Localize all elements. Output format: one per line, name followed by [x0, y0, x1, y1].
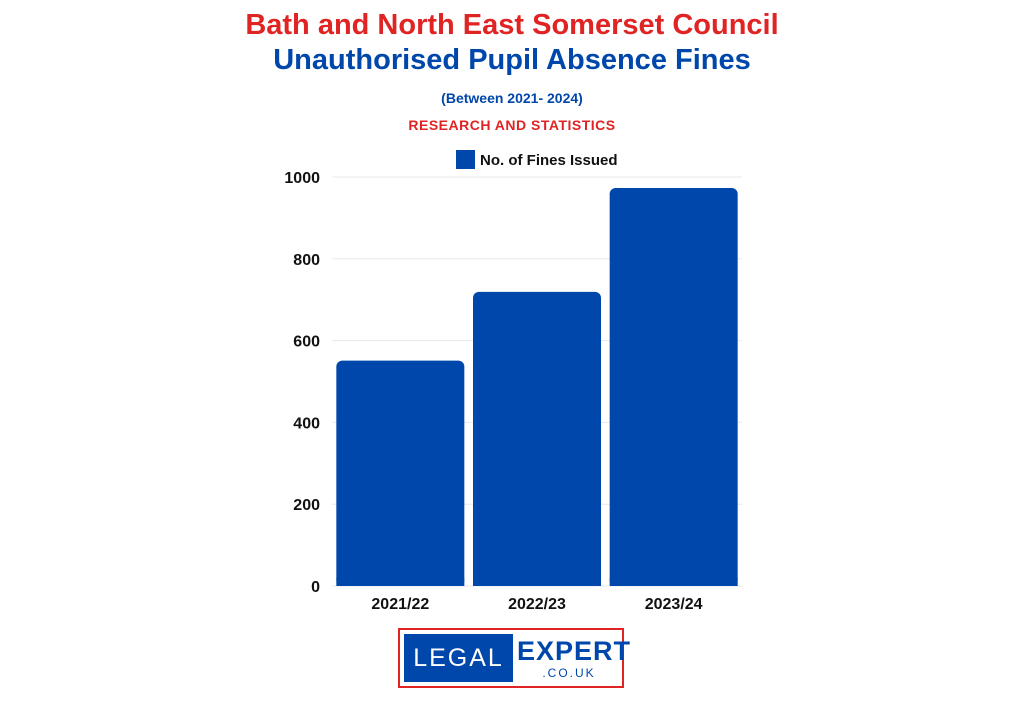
bar-base	[336, 578, 465, 586]
bar-base	[609, 578, 738, 586]
legend-label: No. of Fines Issued	[480, 152, 618, 169]
y-tick-label: 400	[293, 415, 320, 432]
chart-subtitle: Unauthorised Pupil Absence Fines	[273, 44, 751, 76]
logo-domain-text: .CO.UK	[542, 666, 596, 680]
x-axis-labels: 2021/22 2022/23 2023/24	[371, 596, 702, 613]
x-category-label: 2023/24	[645, 596, 703, 613]
chart-title: Bath and North East Somerset Council	[245, 9, 779, 41]
y-tick-label: 0	[311, 579, 320, 596]
logo-expert-block: EXPERT .CO.UK	[517, 636, 632, 682]
y-tick-label: 200	[293, 497, 320, 514]
y-tick-label: 1000	[284, 170, 320, 187]
section-tagline: RESEARCH AND STATISTICS	[408, 117, 616, 133]
bar-2022-23	[473, 291, 601, 586]
legend: No. of Fines Issued	[456, 150, 618, 169]
logo-legal-text: LEGAL	[404, 634, 513, 682]
logo-expert-text: EXPERT	[517, 636, 632, 666]
y-axis-ticks: 0 200 400 600 800 1000	[284, 170, 320, 596]
legend-swatch	[456, 150, 475, 169]
bars	[336, 188, 738, 586]
legal-expert-logo: LEGAL EXPERT .CO.UK	[398, 628, 632, 688]
date-range-label: (Between 2021- 2024)	[441, 90, 583, 106]
y-tick-label: 800	[293, 252, 320, 269]
bar-base	[473, 578, 601, 586]
bar-2021-22	[336, 360, 465, 586]
x-category-label: 2022/23	[508, 596, 566, 613]
y-tick-label: 600	[293, 334, 320, 351]
bar-2023-24	[609, 188, 738, 586]
x-category-label: 2021/22	[371, 596, 429, 613]
